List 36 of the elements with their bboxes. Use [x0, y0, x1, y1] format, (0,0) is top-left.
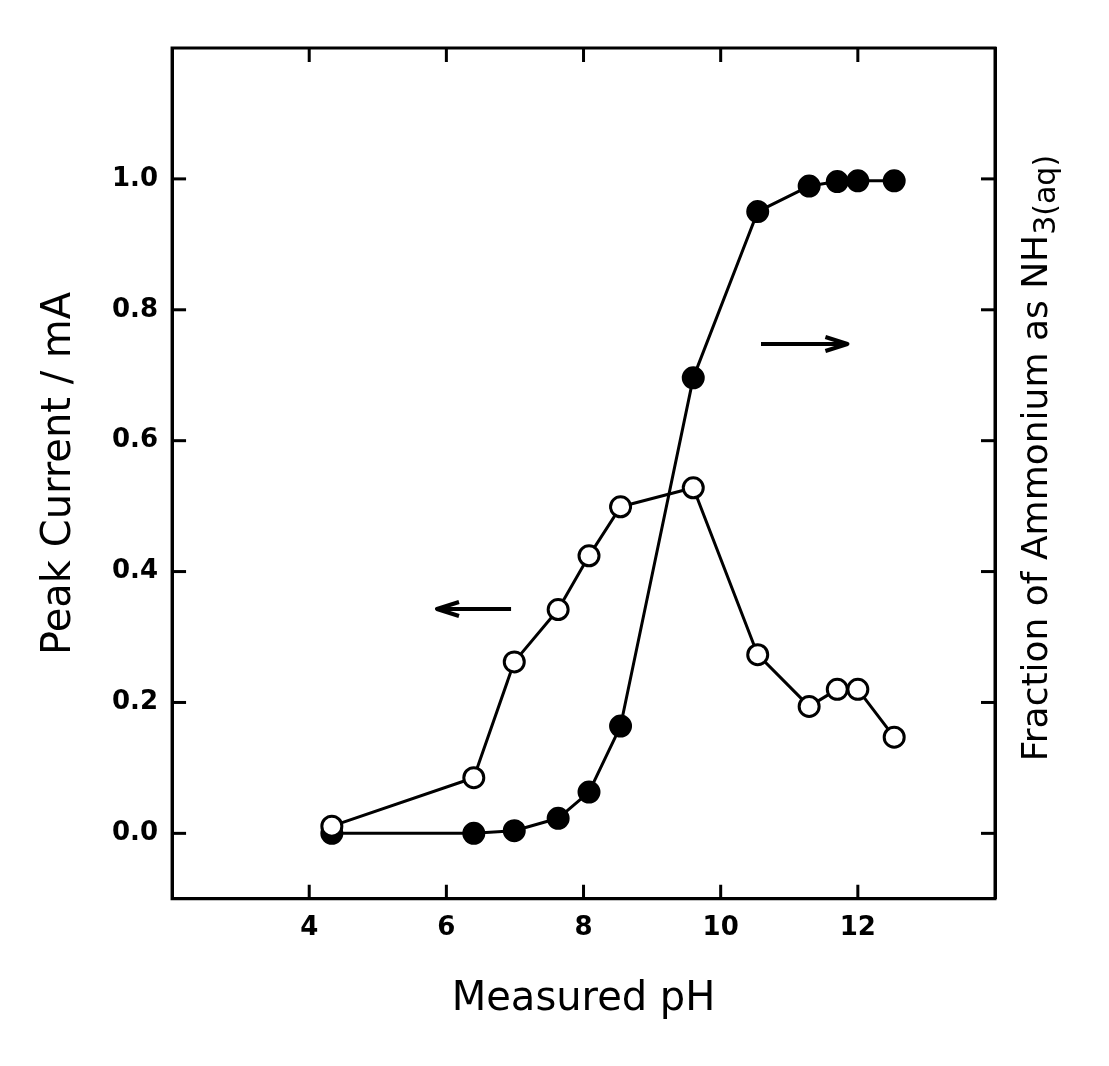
x-tick-label: 4: [300, 911, 319, 942]
point: [825, 170, 849, 194]
point: [681, 476, 705, 500]
x-tick-label: 12: [839, 911, 876, 942]
y-tick-label: 0.8: [112, 292, 159, 323]
point: [882, 169, 906, 193]
point: [462, 766, 486, 790]
point: [502, 650, 526, 674]
point: [577, 780, 601, 804]
y-tick-label: 0.0: [112, 816, 159, 847]
y-tick-label: 1.0: [112, 161, 159, 192]
point: [846, 169, 870, 193]
point: [797, 174, 821, 198]
y-tick-label: 0.6: [112, 423, 159, 454]
point: [609, 495, 633, 519]
x-tick-label: 6: [437, 911, 456, 942]
point: [462, 821, 486, 845]
y-tick-label: 0.2: [112, 685, 159, 716]
point: [502, 819, 526, 843]
y-axis-title: Peak Current / mA: [33, 291, 80, 655]
point: [546, 806, 570, 830]
point: [825, 677, 849, 701]
x-tick-label: 8: [574, 911, 593, 942]
point: [746, 643, 770, 667]
point: [320, 814, 344, 838]
x-axis-title: Measured pH: [451, 973, 716, 1020]
point: [577, 544, 601, 568]
x-tick-label: 10: [702, 911, 739, 942]
point: [681, 366, 705, 390]
point: [797, 694, 821, 718]
point: [546, 598, 570, 622]
point: [746, 200, 770, 224]
y-tick-label: 0.4: [112, 554, 159, 585]
point: [882, 725, 906, 749]
point: [846, 677, 870, 701]
point: [609, 714, 633, 738]
